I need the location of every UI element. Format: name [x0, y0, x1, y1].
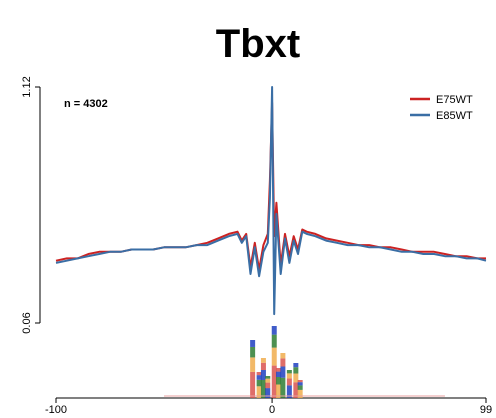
- logo-glyph: [271, 347, 277, 366]
- x-tick-label: 0: [269, 404, 275, 416]
- legend-label: E75WT: [436, 94, 473, 106]
- logo-glyph: [276, 371, 282, 377]
- logo-glyph: [256, 386, 262, 398]
- logo-glyph: [265, 378, 271, 383]
- logo-glyph: [293, 382, 299, 398]
- logo-glyph: [280, 377, 286, 398]
- logo-glyph: [260, 362, 266, 370]
- logo-glyph: [276, 368, 282, 372]
- logo-glyph: [260, 358, 266, 363]
- sequence-logo: [164, 326, 445, 398]
- logo-glyph: [280, 366, 286, 378]
- logo-glyph: [256, 372, 262, 376]
- logo-glyph: [280, 358, 286, 367]
- logo-glyph: [286, 378, 292, 386]
- logo-glyph: [271, 326, 277, 335]
- series-layer: [55, 86, 487, 316]
- logo-glyph: [250, 340, 256, 347]
- logo-glyph: [293, 367, 299, 374]
- logo-glyph: [250, 346, 256, 358]
- logo-glyph: [271, 365, 277, 398]
- logo-glyph: [265, 388, 271, 398]
- series-line-e85wt: [55, 86, 487, 316]
- logo-glyph: [265, 382, 271, 389]
- logo-glyph: [260, 370, 266, 380]
- y-tick-label: 1.12: [21, 76, 33, 97]
- logo-glyph: [297, 382, 303, 386]
- y-tick-label: 0.06: [21, 312, 33, 333]
- logo-glyph: [250, 371, 256, 398]
- logo-glyph: [280, 353, 286, 359]
- logo-glyph: [260, 380, 266, 398]
- logo-glyph: [250, 357, 256, 372]
- logo-glyph: [297, 389, 303, 398]
- logo-glyph: [293, 373, 299, 383]
- logo-glyph: [293, 363, 299, 368]
- logo-glyph: [297, 380, 303, 383]
- logo-glyph: [276, 384, 282, 398]
- legend: E75WT E85WT: [410, 94, 473, 122]
- logo-glyph: [286, 373, 292, 379]
- logo-glyph: [286, 385, 292, 398]
- logo-glyph: [286, 370, 292, 374]
- x-tick-label: 99: [480, 404, 492, 416]
- x-tick-label: -100: [45, 404, 67, 416]
- logo-glyph: [256, 375, 262, 380]
- sample-count-annotation: n = 4302: [64, 98, 108, 110]
- logo-glyph: [256, 379, 262, 387]
- logo-glyph: [297, 385, 303, 390]
- logo-glyph: [276, 377, 282, 385]
- axes: 0.06 1.12 -100 0 99: [21, 76, 492, 416]
- logo-glyph: [265, 376, 271, 379]
- logo-glyph: [271, 334, 277, 348]
- chart-title: Tbxt: [216, 22, 300, 66]
- legend-label: E85WT: [436, 110, 473, 122]
